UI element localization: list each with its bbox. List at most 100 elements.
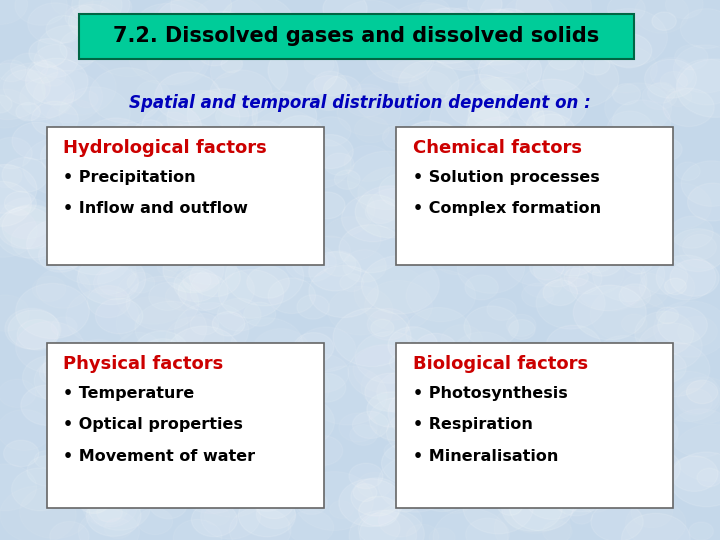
Circle shape [423,373,465,404]
Circle shape [78,251,136,294]
Circle shape [502,486,562,531]
Circle shape [94,194,151,237]
Circle shape [174,519,222,540]
Circle shape [34,45,78,77]
Circle shape [468,90,544,147]
Circle shape [135,4,198,51]
Circle shape [238,494,296,537]
Circle shape [392,61,426,86]
Circle shape [566,386,634,437]
Circle shape [149,282,186,310]
Circle shape [243,364,307,413]
Circle shape [270,143,322,181]
Text: • Inflow and outflow: • Inflow and outflow [63,201,248,217]
Circle shape [361,255,439,314]
Circle shape [573,285,647,340]
Circle shape [480,0,554,43]
Circle shape [675,45,708,70]
Circle shape [25,58,88,105]
Circle shape [174,268,220,302]
Circle shape [16,103,40,121]
Circle shape [546,325,601,366]
Circle shape [462,10,531,60]
Circle shape [348,345,421,400]
Circle shape [247,266,289,298]
Circle shape [27,456,68,486]
Circle shape [670,452,720,507]
FancyBboxPatch shape [47,127,324,265]
Circle shape [591,502,643,540]
Circle shape [306,76,352,110]
Circle shape [303,436,343,465]
Circle shape [186,163,236,201]
Circle shape [86,495,141,536]
Circle shape [267,396,305,425]
Circle shape [171,353,207,380]
Circle shape [390,354,413,372]
Circle shape [384,442,408,460]
FancyBboxPatch shape [396,343,673,508]
Circle shape [516,0,591,35]
Circle shape [534,252,580,287]
Circle shape [212,312,245,336]
Circle shape [639,267,695,308]
Circle shape [97,266,139,296]
Circle shape [564,268,588,287]
Circle shape [379,174,423,207]
Circle shape [602,362,672,415]
Circle shape [449,134,489,165]
Circle shape [517,79,587,132]
Circle shape [234,446,300,495]
Circle shape [180,190,226,225]
Circle shape [480,59,527,95]
Circle shape [365,200,397,224]
FancyBboxPatch shape [79,14,634,59]
Circle shape [29,39,67,68]
Circle shape [579,427,639,471]
Circle shape [323,76,361,104]
Circle shape [164,201,228,248]
Circle shape [507,314,536,336]
Circle shape [576,259,646,311]
Circle shape [681,161,720,206]
Circle shape [686,380,718,404]
Circle shape [341,194,405,242]
Circle shape [308,134,354,168]
Circle shape [625,186,652,207]
Circle shape [459,9,534,65]
Circle shape [0,137,32,168]
Circle shape [65,5,97,29]
Circle shape [529,365,606,423]
Circle shape [371,319,394,336]
Circle shape [285,244,336,282]
Circle shape [574,453,610,479]
Circle shape [446,138,508,184]
Circle shape [89,68,163,123]
Circle shape [154,225,189,252]
Circle shape [27,60,58,83]
Circle shape [488,414,542,454]
Circle shape [161,125,214,164]
Circle shape [463,481,534,534]
Circle shape [297,295,329,319]
Circle shape [33,71,102,123]
Circle shape [78,490,109,514]
Circle shape [642,83,677,110]
Circle shape [367,188,420,228]
Circle shape [66,167,97,191]
Circle shape [181,376,254,430]
Circle shape [401,214,432,238]
Circle shape [0,0,27,24]
Circle shape [433,509,508,540]
Circle shape [436,426,459,443]
Circle shape [147,39,209,85]
Circle shape [82,118,150,169]
Circle shape [246,121,284,149]
Circle shape [492,202,534,233]
Circle shape [11,53,48,81]
Circle shape [644,352,686,383]
Circle shape [52,176,91,206]
Circle shape [399,121,464,170]
Circle shape [190,266,254,314]
Circle shape [400,30,436,57]
